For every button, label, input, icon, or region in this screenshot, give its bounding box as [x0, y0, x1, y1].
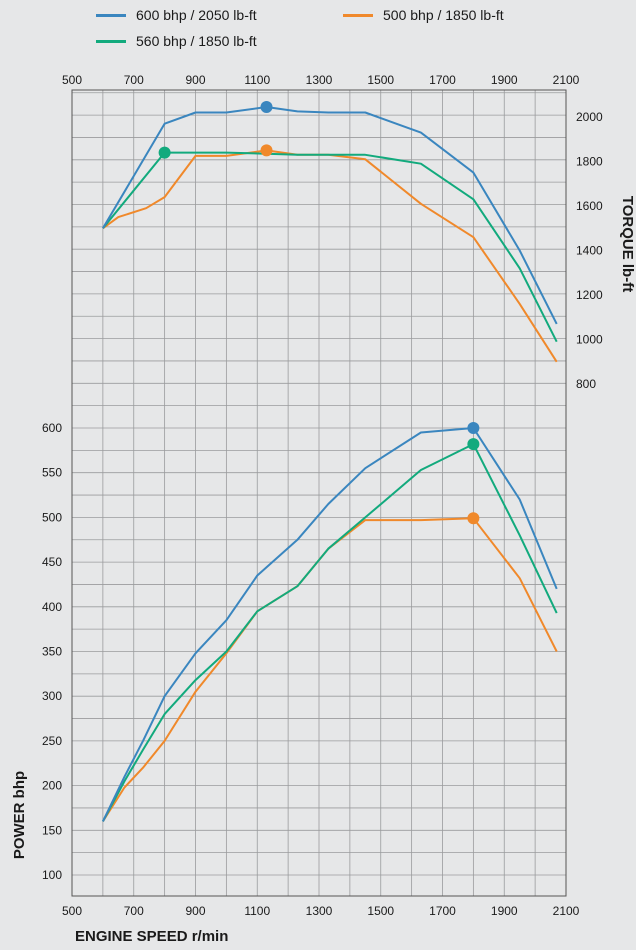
x-tick-label-bottom: 1900 — [491, 904, 518, 918]
torque-line-2 — [102, 149, 558, 363]
power-tick-label: 450 — [42, 555, 62, 569]
x-tick-label-top: 1700 — [429, 73, 456, 87]
torque-line-1 — [102, 151, 558, 343]
legend-item-600bhp: 600 bhp / 2050 lb-ft — [96, 7, 257, 23]
legend-swatch — [343, 13, 373, 17]
x-tick-label-top: 500 — [62, 73, 82, 87]
grid — [72, 90, 566, 896]
x-tick-label-bottom: 1500 — [367, 904, 394, 918]
legend-item-500bhp: 500 bhp / 1850 lb-ft — [343, 7, 504, 23]
torque-tick-label: 1800 — [576, 155, 603, 169]
legend-item-560bhp: 560 bhp / 1850 lb-ft — [96, 33, 257, 49]
power-tick-label: 250 — [42, 734, 62, 748]
torque-tick-label: 2000 — [576, 110, 603, 124]
tick-labels: 500 500 700 700 900 900 1100 1100 1300 1300 1500 15… — [42, 73, 603, 918]
x-tick-label-bottom: 700 — [124, 904, 144, 918]
power-tick-label: 100 — [42, 868, 62, 882]
power-peak-marker-2 — [467, 512, 480, 525]
x-tick-label-bottom: 1100 — [244, 904, 270, 918]
legend-swatch — [96, 39, 126, 43]
torque-tick-label: 1600 — [576, 199, 603, 213]
power-tick-label: 150 — [42, 823, 62, 837]
torque-tick-label: 1400 — [576, 244, 603, 258]
x-tick-label-bottom: 900 — [185, 904, 205, 918]
power-tick-label: 600 — [42, 421, 62, 435]
torque-tick-label: 1200 — [576, 288, 603, 302]
torque-axis-title: TORQUE lb-ft — [619, 196, 636, 292]
torque-peak-marker-0 — [260, 100, 273, 113]
x-axis-title: ENGINE SPEED r/min — [75, 928, 228, 945]
series-markers — [158, 100, 480, 525]
legend-label: 500 bhp / 1850 lb-ft — [383, 7, 504, 23]
x-tick-label-top: 1300 — [306, 73, 333, 87]
series-lines — [101, 106, 558, 822]
power-tick-label: 400 — [42, 600, 62, 614]
power-tick-label: 300 — [42, 689, 62, 703]
legend-swatch — [96, 13, 126, 17]
power-line-0 — [101, 427, 558, 822]
x-tick-label-top: 2100 — [553, 73, 580, 87]
power-axis-title: POWER bhp — [11, 771, 28, 859]
torque-peak-marker-2 — [260, 144, 273, 157]
power-tick-label: 350 — [42, 645, 62, 659]
x-tick-label-bottom: 1700 — [429, 904, 456, 918]
x-tick-label-bottom: 2100 — [553, 904, 580, 918]
power-tick-label: 500 — [42, 510, 62, 524]
power-tick-label: 200 — [42, 779, 62, 793]
torque-tick-label: 800 — [576, 377, 596, 391]
x-tick-label-top: 1900 — [491, 73, 518, 87]
power-tick-label: 550 — [42, 466, 62, 480]
power-line-1 — [102, 443, 558, 822]
plot-frame — [71, 89, 567, 897]
x-tick-label-top: 1100 — [244, 73, 270, 87]
x-tick-label-top: 1500 — [367, 73, 394, 87]
power-peak-marker-0 — [467, 422, 480, 434]
power-peak-marker-1 — [467, 438, 480, 451]
legend-label: 600 bhp / 2050 lb-ft — [136, 7, 257, 23]
torque-tick-label: 1000 — [576, 333, 603, 347]
x-tick-label-top: 700 — [124, 73, 144, 87]
torque-line-0 — [102, 106, 558, 325]
x-tick-label-bottom: 1300 — [306, 904, 333, 918]
legend-label: 560 bhp / 1850 lb-ft — [136, 33, 257, 49]
power-line-2 — [102, 517, 558, 822]
x-tick-label-top: 900 — [185, 73, 205, 87]
x-tick-label-bottom: 500 — [62, 904, 82, 918]
torque-peak-marker-1 — [158, 146, 171, 159]
